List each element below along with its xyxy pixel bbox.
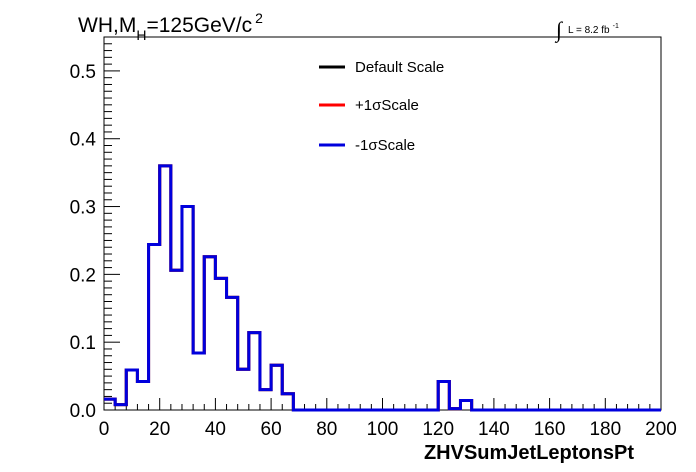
title-rest: =125GeV/c: [146, 14, 252, 37]
legend: Default Scale +1σScale -1σScale: [319, 59, 444, 154]
x-tick-label: 20: [149, 419, 170, 440]
y-tick-label: 0.1: [70, 333, 96, 354]
series-line-2: [104, 164, 661, 412]
series-line-0: [104, 164, 661, 412]
x-tick-label: 200: [645, 419, 677, 440]
x-tick-label: 80: [316, 419, 337, 440]
x-tick-label: 100: [367, 419, 399, 440]
legend-entry-0: Default Scale: [355, 59, 444, 76]
title-superscript: 2: [255, 10, 263, 26]
series-line-1: [104, 164, 661, 412]
y-tick-label: 0.2: [70, 265, 96, 286]
y-tick-label: 0.4: [70, 130, 97, 151]
y-tick-label: 0.5: [70, 62, 96, 83]
legend-entry-2: -1σScale: [355, 137, 415, 154]
x-tick-label: 180: [589, 419, 621, 440]
y-tick-label: 0.3: [70, 198, 96, 219]
lumi-superscript: -1: [613, 23, 619, 30]
legend-entry-1: +1σScale: [355, 97, 419, 114]
x-tick-label: 0: [99, 419, 110, 440]
x-tick-label: 60: [261, 419, 282, 440]
x-tick-label: 160: [534, 419, 566, 440]
title-subscript: H: [136, 27, 146, 43]
lumi-integral-sign: ∫: [554, 17, 564, 43]
x-axis-label: ZHVSumJetLeptonsPt: [424, 442, 634, 464]
axis-ticks: 0 20 40 60 80 100 120 140 160 180 200 0.0 0.1 0.2 0.3 0…: [70, 36, 677, 440]
lumi-label: L = 8.2 fb -1: [568, 23, 619, 36]
chart-title: WH,MH=125GeV/c 2: [78, 10, 263, 43]
y-tick-label: 0.0: [70, 401, 96, 422]
x-tick-label: 40: [205, 419, 226, 440]
series-layer: [104, 164, 661, 412]
x-tick-label: 140: [478, 419, 510, 440]
x-tick-label: 120: [422, 419, 454, 440]
plot-frame: [103, 36, 662, 411]
